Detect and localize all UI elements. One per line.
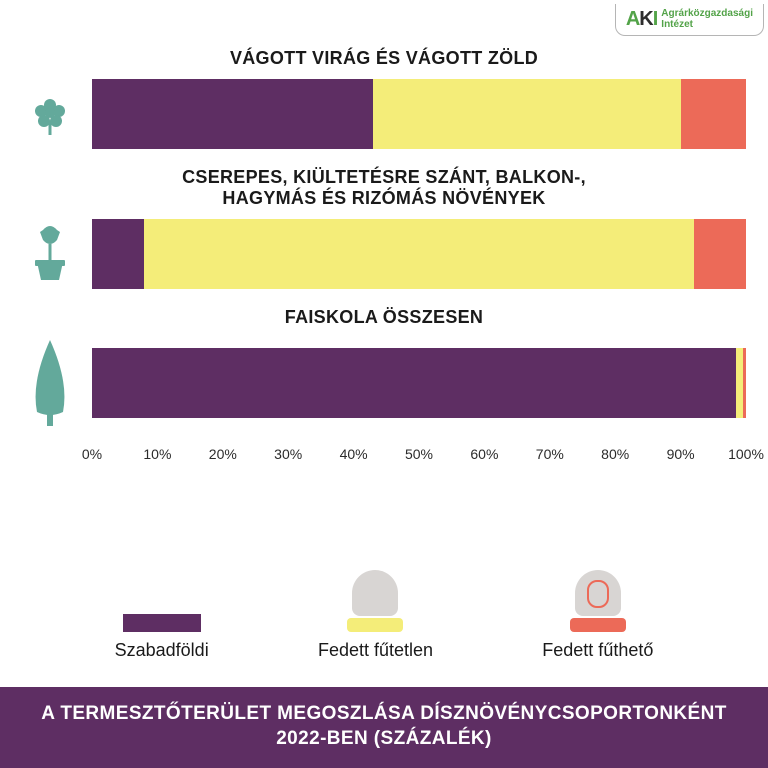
axis-spacer xyxy=(22,446,78,468)
tick: 40% xyxy=(340,446,368,462)
tick: 70% xyxy=(536,446,564,462)
legend-item-heated: Fedett fűthető xyxy=(542,570,653,661)
chart-area: VÁGOTT VIRÁG ÉS VÁGOTT ZÖLD CSEREPES, KI… xyxy=(0,38,768,468)
greenhouse-heated-icon xyxy=(570,570,626,632)
tick: 60% xyxy=(470,446,498,462)
bar-segment-open xyxy=(92,348,736,418)
conifer-icon xyxy=(22,338,78,428)
tick: 80% xyxy=(601,446,629,462)
legend-label: Szabadföldi xyxy=(115,640,209,661)
chart-row: CSEREPES, KIÜLTETÉSRE SZÁNT, BALKON-,HAG… xyxy=(22,167,746,289)
bar-segment-heated xyxy=(743,348,746,418)
flower-icon xyxy=(22,91,78,137)
bar-line xyxy=(22,338,746,428)
tulip-pot-icon xyxy=(22,226,78,282)
chart-row: FAISKOLA ÖSSZESEN xyxy=(22,307,746,428)
x-axis: 0%10%20%30%40%50%60%70%80%90%100% xyxy=(22,446,746,468)
stacked-bar xyxy=(92,79,746,149)
bar-line xyxy=(22,219,746,289)
tick: 0% xyxy=(82,446,102,462)
stacked-bar xyxy=(92,348,746,418)
bar-segment-heated xyxy=(694,219,746,289)
logo-sub-line1: Agrárközgazdasági xyxy=(661,8,753,19)
footer-line2: 2022-BEN (SZÁZALÉK) xyxy=(276,728,492,749)
bar-line xyxy=(22,79,746,149)
legend-label: Fedett fűthető xyxy=(542,640,653,661)
bar-segment-unheated xyxy=(144,219,693,289)
legend: Szabadföldi Fedett fűtetlen Fedett fűthető xyxy=(0,570,768,661)
legend-swatch xyxy=(123,614,201,632)
tick: 10% xyxy=(143,446,171,462)
footer-line1: A TERMESZTŐTERÜLET MEGOSZLÁSA DÍSZNÖVÉNY… xyxy=(41,703,727,724)
logo-letter-k: K xyxy=(639,8,652,30)
bar-segment-heated xyxy=(681,79,746,149)
row-title: VÁGOTT VIRÁG ÉS VÁGOTT ZÖLD xyxy=(22,48,746,69)
chart-row: VÁGOTT VIRÁG ÉS VÁGOTT ZÖLD xyxy=(22,48,746,149)
bar-segment-unheated xyxy=(373,79,680,149)
chart-footer-title: A TERMESZTŐTERÜLET MEGOSZLÁSA DÍSZNÖVÉNY… xyxy=(0,687,768,768)
row-title: CSEREPES, KIÜLTETÉSRE SZÁNT, BALKON-,HAG… xyxy=(22,167,746,209)
x-axis-ticks: 0%10%20%30%40%50%60%70%80%90%100% xyxy=(92,446,746,468)
greenhouse-icon xyxy=(347,570,403,632)
bar-segment-open xyxy=(92,219,144,289)
bar-segment-open xyxy=(92,79,373,149)
legend-item-unheated: Fedett fűtetlen xyxy=(318,570,433,661)
tick: 20% xyxy=(209,446,237,462)
tick: 30% xyxy=(274,446,302,462)
tick: 90% xyxy=(667,446,695,462)
legend-label: Fedett fűtetlen xyxy=(318,640,433,661)
logo-subtitle: Agrárközgazdasági Intézet xyxy=(661,9,753,30)
logo-mark: AKI xyxy=(626,8,657,31)
logo-sub-line2: Intézet xyxy=(661,19,693,30)
stacked-bar xyxy=(92,219,746,289)
tick: 100% xyxy=(728,446,764,462)
logo-letter-i: I xyxy=(653,8,658,30)
row-title: FAISKOLA ÖSSZESEN xyxy=(22,307,746,328)
logo-letter-a: A xyxy=(626,8,639,30)
legend-item-open: Szabadföldi xyxy=(115,614,209,661)
tick: 50% xyxy=(405,446,433,462)
brand-logo: AKI Agrárközgazdasági Intézet xyxy=(615,4,764,36)
